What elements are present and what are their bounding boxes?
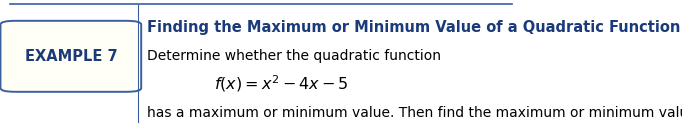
Text: $f(x) = x^2 - 4x - 5$: $f(x) = x^2 - 4x - 5$ <box>213 73 349 94</box>
Text: EXAMPLE 7: EXAMPLE 7 <box>25 49 117 64</box>
Text: Finding the Maximum or Minimum Value of a Quadratic Function: Finding the Maximum or Minimum Value of … <box>147 20 680 35</box>
Text: Determine whether the quadratic function: Determine whether the quadratic function <box>147 49 441 63</box>
FancyBboxPatch shape <box>1 21 141 92</box>
Text: has a maximum or minimum value. Then find the maximum or minimum value.: has a maximum or minimum value. Then fin… <box>147 107 682 121</box>
